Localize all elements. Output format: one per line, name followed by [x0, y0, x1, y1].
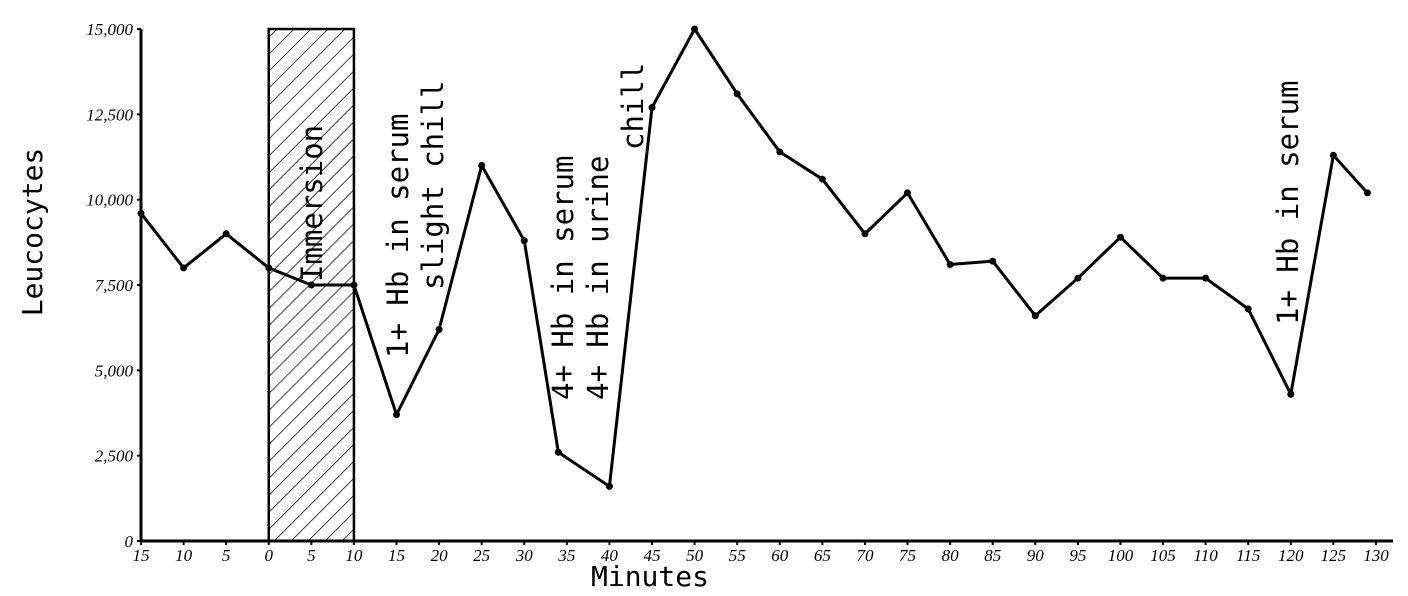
x-tick-label: 105 [1150, 546, 1176, 565]
point [393, 411, 401, 419]
x-tick-label: 45 [644, 546, 661, 565]
x-tick-label: 25 [473, 546, 490, 565]
x-tick-label: 115 [1236, 546, 1260, 565]
point [1202, 274, 1210, 282]
point [776, 148, 784, 156]
point [733, 90, 741, 98]
x-tick-label: 15 [388, 546, 405, 565]
point [818, 175, 826, 183]
point [1287, 390, 1295, 398]
x-tick-label: 15 [133, 546, 150, 565]
annotation: 1+ Hb in serum [1271, 81, 1305, 325]
x-tick-label: 75 [899, 546, 916, 565]
y-tick-label: 10,000 [86, 191, 133, 210]
y-tick-label: 12,500 [86, 105, 133, 124]
annotation: chill [616, 63, 650, 150]
point [1074, 274, 1082, 282]
line [139, 27, 1369, 488]
point [180, 264, 188, 272]
y-tick-label: 7,500 [95, 276, 134, 295]
point [946, 261, 954, 269]
annotation: Immersion [295, 125, 329, 282]
x-tick-label: 65 [814, 546, 831, 565]
y-tick-label: 5,000 [95, 361, 134, 380]
point [307, 281, 315, 289]
point [605, 482, 613, 490]
annotation: slight chill [416, 80, 450, 290]
x-tick-label: 20 [431, 546, 449, 565]
point [520, 237, 528, 245]
x-tick-label: 60 [771, 546, 789, 565]
annotation: 4+ Hb in serum [546, 156, 580, 400]
point [648, 104, 656, 112]
x-tick-label: 35 [557, 546, 575, 565]
x-axis-label: Minutes [591, 560, 709, 593]
point [1329, 151, 1337, 159]
point [435, 325, 443, 333]
point [1363, 189, 1371, 197]
point [554, 448, 562, 456]
x-tick-label: 100 [1108, 546, 1134, 565]
point [1116, 233, 1124, 241]
x-tick-label: 110 [1194, 546, 1219, 565]
y-tick-label: 2,500 [95, 447, 134, 466]
x-tick-label: 55 [729, 546, 746, 565]
point [478, 162, 486, 170]
y-tick-label: 15,000 [86, 20, 133, 39]
y-axis-label: Leucocytes [16, 148, 49, 317]
x-tick-label: 125 [1321, 546, 1347, 565]
x-tick-label: 10 [345, 546, 363, 565]
point [989, 257, 997, 265]
x-tick-label: 80 [942, 546, 960, 565]
annotation: 4+ Hb in urine [581, 156, 615, 400]
x-tick-label: 70 [856, 546, 874, 565]
x-tick-label: 10 [175, 546, 193, 565]
x-tick-label: 40 [601, 546, 619, 565]
x-tick-label: 85 [984, 546, 1001, 565]
annotation: 1+ Hb in serum [381, 114, 415, 358]
y-tick-label: 0 [125, 532, 134, 551]
x-tick-label: 90 [1027, 546, 1045, 565]
point [904, 189, 912, 197]
point [137, 209, 145, 217]
x-tick-label: 95 [1069, 546, 1086, 565]
x-tick-label: 0 [265, 546, 274, 565]
point [861, 230, 869, 238]
point [691, 25, 699, 33]
x-tick-label: 5 [222, 546, 231, 565]
x-tick-label: 30 [515, 546, 534, 565]
x-tick-label: 120 [1278, 546, 1304, 565]
point [222, 230, 230, 238]
point [265, 264, 273, 272]
point [1244, 305, 1252, 313]
x-tick-label: 5 [307, 546, 316, 565]
x-tick-label: 130 [1363, 546, 1389, 565]
point [1159, 274, 1167, 282]
point [350, 281, 358, 289]
point [1031, 312, 1039, 320]
x-tick-label: 50 [686, 546, 704, 565]
